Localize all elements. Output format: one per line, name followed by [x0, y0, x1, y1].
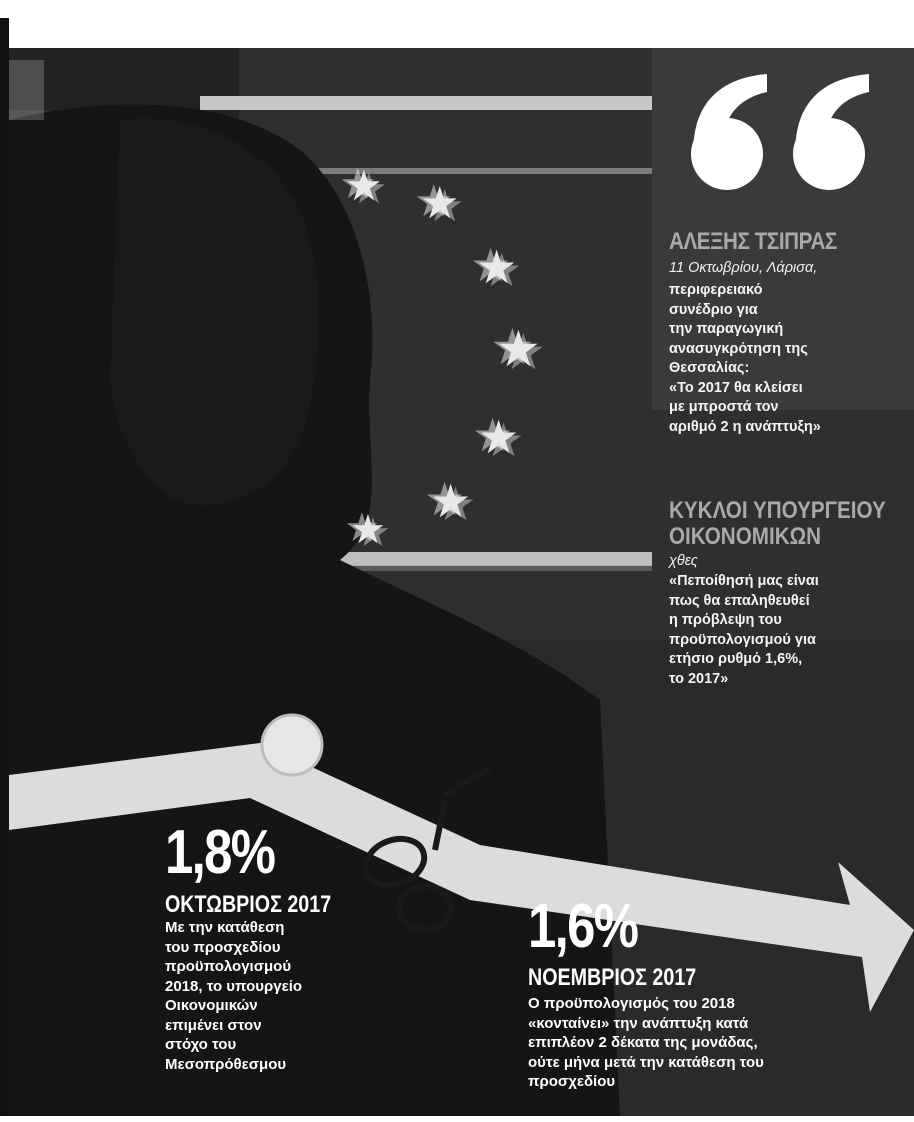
right-stat-text: Ο προϋπολογισμός του 2018 «κονταίνει» τη…	[528, 994, 764, 1092]
eu-star-icon: ★	[478, 410, 520, 464]
stat-line: επιπλέον 2 δέκατα της μονάδας,	[528, 1034, 758, 1051]
quote-line: συνέδριο για	[669, 301, 758, 318]
eu-star-icon: ★	[430, 474, 472, 528]
quote-line: με μπροστά τον	[669, 399, 779, 415]
stat-line: προσχεδίου	[528, 1073, 616, 1090]
stat-line: ούτε μήνα μετά την κατάθεση του	[528, 1053, 764, 1071]
quote-line: «Πεποίθησή μας είναι	[669, 573, 819, 589]
stat-line: Οικονομικών	[165, 997, 258, 1014]
source-name: ΚΥΚΛΟΙ ΥΠΟΥΡΓΕΙΟΥ ΟΙΚΟΝΟΜΙΚΩΝ	[669, 498, 886, 550]
left-stat-label: ΟΚΤΩΒΡΙΟΣ 2017	[165, 891, 332, 918]
eu-star-icon: ★	[350, 507, 386, 553]
quote-line: αριθμό 2 η ανάπτυξη»	[669, 418, 821, 435]
left-border-rule	[0, 18, 9, 1116]
stat-line: του προσχεδίου	[165, 938, 281, 956]
quote-line: πως θα επαληθευθεί	[669, 592, 810, 609]
eu-star-icon: ★	[496, 320, 541, 378]
right-stat-value: 1,6%	[528, 892, 639, 961]
stat-line: Μεσοπρόθεσμου	[165, 1055, 287, 1073]
quote-line: «Το 2017 θα κλείσει	[669, 379, 803, 396]
left-stat-value: 1,8%	[165, 818, 276, 887]
quote-marks-icon	[691, 74, 869, 190]
left-stat-text: Με την κατάθεση του προσχεδίου προϋπολογ…	[165, 918, 302, 1074]
quote-line: Θεσσαλίας:	[669, 360, 750, 376]
scissors-icon	[362, 765, 492, 933]
quote-line: περιφερειακό	[669, 282, 763, 298]
quote-line: η πρόβλεψη του	[669, 612, 782, 628]
eu-star-icon: ★	[420, 178, 460, 229]
stat-line: Με την κατάθεση	[165, 919, 285, 936]
speaker-context: 11 Οκτωβρίου, Λάρισα,	[669, 260, 818, 276]
speaker-name: ΑΛΕΞΗΣ ΤΣΙΠΡΑΣ	[669, 228, 837, 255]
eu-star-icon: ★	[345, 161, 383, 210]
source-quote: «Πεποίθησή μας είναι πως θα επαληθευθεί …	[669, 572, 819, 689]
speaker-quote: περιφερειακό συνέδριο για την παραγωγική…	[669, 281, 821, 437]
arrow-icon	[9, 743, 914, 1012]
quote-line: προϋπολογισμού για	[669, 631, 816, 648]
quote-line: ανασυγκρότηση της	[669, 340, 808, 357]
stat-line: προϋπολογισμού	[165, 958, 292, 975]
quote-line: την παραγωγική	[669, 321, 784, 337]
eu-star-icon: ★	[476, 240, 518, 294]
source-name-line: ΚΥΚΛΟΙ ΥΠΟΥΡΓΕΙΟΥ	[669, 497, 886, 524]
stat-line: 2018, το υπουργείο	[165, 977, 303, 995]
quote-line: το 2017»	[669, 670, 729, 687]
stat-line: στόχο του	[165, 1036, 237, 1053]
stat-line: Ο προϋπολογισμός του 2018	[528, 995, 735, 1012]
right-stat-label: ΝΟΕΜΒΡΙΟΣ 2017	[528, 964, 697, 991]
stat-line: επιμένει στον	[165, 1016, 262, 1034]
quote-line: ετήσιο ρυθμό 1,6%,	[669, 651, 803, 667]
stat-line: «κονταίνει» την ανάπτυξη κατά	[528, 1014, 749, 1032]
source-context: χθες	[669, 553, 698, 569]
source-name-line: ΟΙΚΟΝΟΜΙΚΩΝ	[669, 523, 822, 550]
quote-box	[652, 48, 914, 410]
